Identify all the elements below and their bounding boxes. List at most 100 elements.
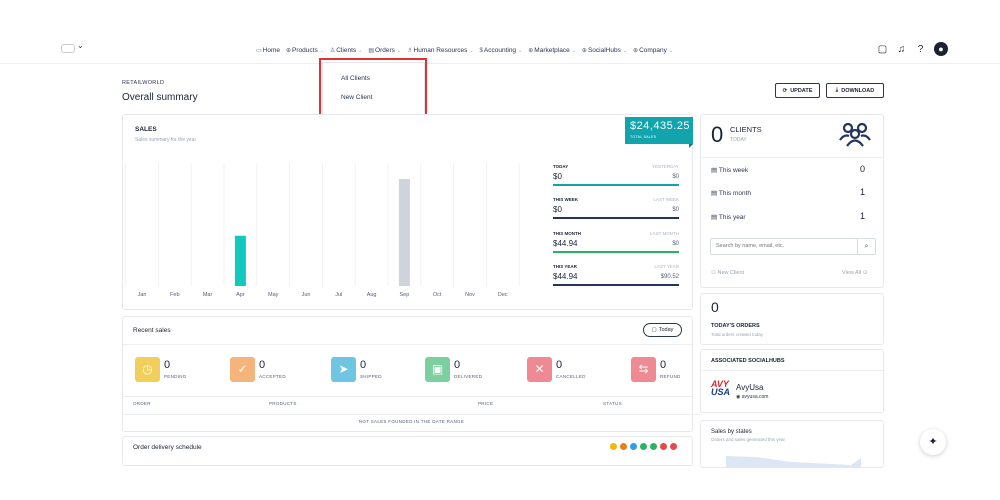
chart-bar-sep[interactable] (398, 179, 410, 286)
status-icon: ✕ (527, 357, 552, 382)
status-icon: ⇆ (631, 357, 656, 382)
legend-dot[interactable] (670, 443, 677, 450)
new-client-link[interactable]: ⚇ New Client (711, 270, 745, 276)
clients-row-value: 1 (860, 187, 866, 197)
sales-by-states-card: Sales by states Orders and sales generat… (700, 420, 884, 468)
legend-dot[interactable] (610, 443, 617, 450)
stat-bar (553, 251, 679, 253)
clients-dropdown-menu: All Clients New Client (322, 62, 425, 116)
users-group-icon (839, 122, 871, 147)
company-logo[interactable] (61, 44, 75, 53)
legend-dot[interactable] (630, 443, 637, 450)
nav-item-marketplace[interactable]: ⊕ Marketplace ⌄ (528, 47, 576, 54)
chart-tick-label: Sep (400, 292, 410, 298)
nav-item-socialhubs[interactable]: ⊕ SocialHubs ⌄ (582, 47, 627, 54)
clients-row-value: 0 (860, 164, 866, 174)
chevron-down-icon: ⌄ (571, 47, 576, 54)
stat-value: $44.94 (553, 239, 578, 248)
socialhub-url-text: avyusa.com (741, 394, 769, 400)
chevron-down-icon: ⌄ (396, 47, 402, 54)
divider (123, 344, 694, 345)
chevron-down-icon: ⌄ (319, 47, 324, 54)
legend-dot[interactable] (620, 443, 627, 450)
nav-item-accounting[interactable]: $ Accounting ⌄ (480, 47, 523, 54)
socialhubs-card: ASSOCIATED SOCIALHUBS AVY USA AvyUsa ◉ av… (700, 349, 885, 413)
stat-compare-value: $0 (672, 207, 679, 213)
highlight-box (319, 58, 427, 119)
nav-item-orders[interactable]: ▤ Orders ⌄ (368, 47, 401, 54)
calendar-icon: ▤ (711, 214, 718, 221)
stat-bar (553, 284, 679, 286)
breadcrumb: RETAILWORLD (122, 80, 165, 86)
chevron-down-icon[interactable]: ⌄ (77, 41, 84, 50)
clients-row-text: This month (718, 190, 752, 197)
help-icon[interactable]: ? (917, 43, 924, 55)
stat-bar (553, 217, 679, 219)
stat-compare-label: LAST WEEK (653, 197, 679, 202)
avatar[interactable]: ● (934, 42, 948, 56)
clients-row-text: This year (718, 214, 746, 221)
nav-item-products[interactable]: ⊕ Products ⌄ (286, 47, 324, 54)
status-count: 0 (259, 359, 266, 371)
nav-icon: ⊕ (286, 48, 292, 54)
nav-item-human-resources[interactable]: ♗ Human Resources ⌄ (407, 47, 473, 54)
nav-item-company[interactable]: ⊕ Company ⌄ (633, 47, 673, 54)
chart-tick-label: Apr (236, 292, 245, 298)
chart-tick-label: Jan (138, 292, 147, 298)
legend-dot[interactable] (650, 443, 657, 450)
globe-icon: ◉ (736, 394, 741, 400)
sales-stat-this-month: THIS MONTH LAST MONTH $44.94 $0 (553, 231, 679, 265)
nav-item-clients[interactable]: ♙ Clients ⌄ (330, 47, 362, 54)
orders-count: 0 (711, 299, 719, 315)
nav-icon: ⊕ (581, 48, 587, 54)
view-all-label: View All (842, 270, 862, 276)
divider (123, 396, 694, 397)
badge-corner (689, 144, 693, 148)
stat-value: $0 (553, 205, 562, 214)
chart-tick-label: Mar (203, 292, 213, 298)
calendar-icon: ▤ (711, 190, 718, 197)
socialhub-url[interactable]: ◉ avyusa.com (736, 394, 768, 400)
client-search-input[interactable] (716, 243, 856, 249)
legend-dot[interactable] (640, 443, 647, 450)
chart-bar-apr[interactable] (234, 235, 246, 286)
nav-icon: ♗ (407, 48, 413, 54)
chart-tick-label: Oct (433, 292, 442, 298)
status-label: ACCEPTED (259, 374, 286, 379)
status-label: REFUND (660, 374, 681, 379)
legend-dot[interactable] (660, 443, 667, 450)
stat-value: $44.94 (553, 272, 578, 281)
view-all-link[interactable]: View All ⊙ (842, 270, 868, 276)
column-price: PRICE (478, 401, 494, 406)
clients-row-label: ▤ This week (711, 166, 748, 174)
socialhub-name[interactable]: AvyUsa (736, 383, 764, 392)
states-sub: Orders and sales generated this year (711, 437, 786, 442)
sales-subtitle: Sales summary for the year (135, 137, 197, 143)
stat-label: THIS MONTH (553, 231, 581, 236)
search-icon[interactable]: ⌕ (857, 239, 875, 254)
nav-label: Home (262, 47, 281, 54)
menu-item-all-clients[interactable]: All Clients (341, 75, 370, 82)
bell-icon[interactable]: ♫ (897, 43, 906, 55)
download-icon: ⤓ (835, 87, 839, 93)
sales-stat-this-week: THIS WEEK LAST WEEK $0 $0 (553, 197, 679, 231)
nav-icon: ▤ (368, 48, 375, 54)
notes-icon[interactable]: ▢ (877, 43, 888, 55)
clients-today-count: 0 (711, 122, 724, 147)
update-button[interactable]: ⟳ UPDATE (775, 83, 820, 98)
sales-stat-this-year: THIS YEAR LAST YEAR $44.94 $90.52 (553, 264, 679, 298)
download-button[interactable]: ⤓ DOWNLOAD (826, 83, 884, 98)
calendar-icon: ▢ (651, 327, 657, 333)
nav-label: Orders (375, 47, 395, 54)
status-icon: ▣ (425, 357, 450, 382)
column-order: ORDER (133, 401, 151, 406)
nav-item-home[interactable]: ▭ Home (256, 47, 280, 54)
status-count: 0 (660, 359, 667, 371)
chart-tick-label: Aug (367, 292, 377, 298)
total-sales-value: $24,435.25 (630, 120, 691, 132)
clients-row-label: ▤ This year (711, 213, 746, 221)
today-button[interactable]: ▢ Today (643, 323, 682, 337)
main-nav: ▭ Home ⊕ Products ⌄ ♙ Clients ⌄ ▤ Orders ⌄ ♗ Human R… (256, 47, 673, 54)
menu-item-new-client[interactable]: New Client (341, 94, 373, 101)
assistant-sparkle-button[interactable]: ✦ (920, 429, 946, 455)
